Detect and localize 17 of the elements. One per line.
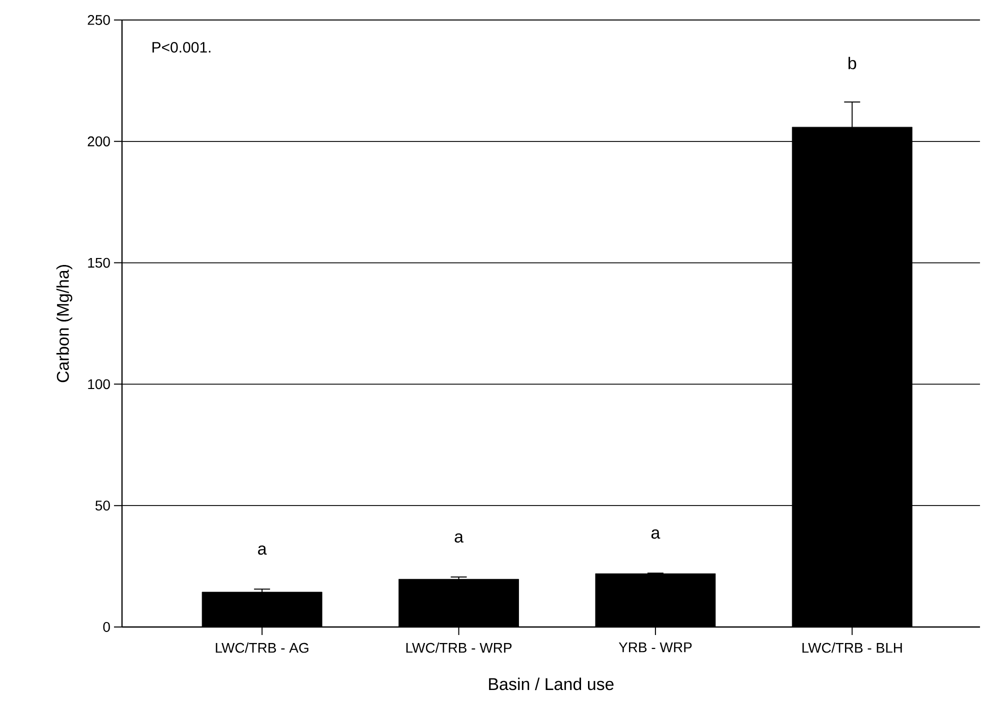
y-tick-label: 50 xyxy=(95,500,110,511)
y-tick-label: 150 xyxy=(88,258,110,268)
x-tick-label: LWC/TRB - BLH xyxy=(802,642,902,653)
annotation: a xyxy=(258,545,267,555)
annotation: P<0.001. xyxy=(152,42,210,53)
x-tick-label: LWC/TRB - AG xyxy=(216,642,308,653)
annotation: b xyxy=(848,56,856,70)
annotation: a xyxy=(454,533,464,543)
x-tick-label: YRB - WRP xyxy=(618,642,692,652)
y-tick-label: 0 xyxy=(103,622,110,632)
x-tick-label: LWC/TRB - WRP xyxy=(406,642,512,653)
y-axis-title: Carbon (Mg/ha) xyxy=(56,265,72,382)
x-axis-title: Basin / Land use xyxy=(489,678,614,690)
y-tick-label: 200 xyxy=(88,136,110,146)
y-tick-label: 250 xyxy=(88,15,110,25)
y-tick-label: 100 xyxy=(88,379,110,390)
annotation: a xyxy=(651,529,660,539)
